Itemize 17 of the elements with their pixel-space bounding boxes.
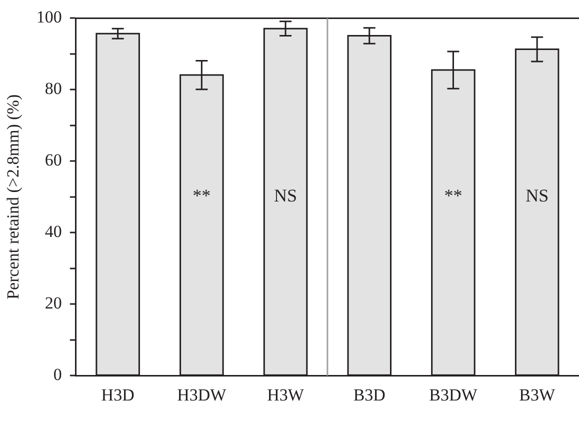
y-tick-label: 80 [44, 79, 62, 98]
x-tick-label: H3W [267, 385, 305, 404]
x-tick-label: B3W [519, 385, 556, 404]
y-tick-label: 20 [44, 294, 62, 313]
y-tick-label: 60 [44, 150, 62, 170]
y-tick-label: 0 [53, 365, 62, 384]
x-tick-label: B3DW [429, 385, 478, 404]
y-tick-label: 40 [44, 222, 62, 242]
y-axis-title: Percent retaind (>2.8mm) (%) [4, 94, 23, 300]
annotation: ** [192, 186, 211, 206]
x-tick-label: H3D [101, 385, 134, 404]
annotation: ** [444, 186, 462, 206]
x-tick-label: B3D [353, 385, 386, 404]
annotation: NS [274, 186, 298, 206]
y-tick-label: 100 [36, 8, 62, 27]
annotation: NS [526, 186, 549, 206]
x-tick-label: H3DW [177, 385, 228, 404]
